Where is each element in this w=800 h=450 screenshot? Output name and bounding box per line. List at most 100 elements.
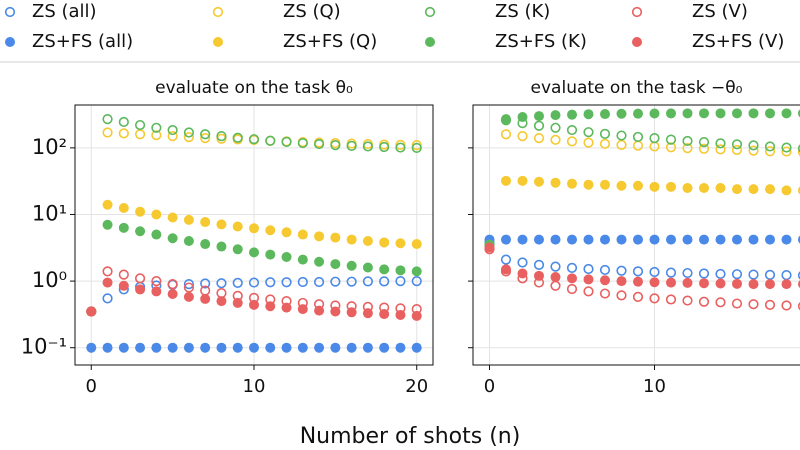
filled-marker [330,342,341,353]
x-tick-label: 0 [484,376,495,397]
filled-marker [395,342,406,353]
open-marker [748,269,759,280]
open-marker [395,142,406,153]
filled-marker [534,234,544,245]
filled-marker [395,238,406,249]
open-marker [599,264,611,276]
open-marker [682,135,693,147]
open-marker [200,129,211,140]
filled-marker [118,280,129,291]
filled-marker [649,181,660,192]
filled-marker [86,306,97,317]
filled-marker [517,268,528,279]
filled-marker [232,244,243,255]
filled-marker [314,256,325,267]
filled-marker [135,206,146,217]
open-marker [330,276,341,287]
filled-marker [183,214,194,225]
open-marker [632,266,644,277]
filled-marker [583,234,594,245]
panel [473,105,800,365]
filled-marker [297,342,308,353]
x-tick-label: 10 [643,376,666,397]
open-marker [550,261,561,272]
filled-marker [567,273,577,284]
filled-marker [362,342,373,353]
filled-marker [151,229,162,240]
filled-marker [216,241,227,252]
open-marker [281,136,292,147]
open-marker [748,299,759,310]
open-marker [715,268,726,280]
filled-marker [346,307,357,318]
axes-frame [472,104,800,366]
open-marker [715,138,726,149]
filled-marker [118,203,129,214]
filled-marker [183,342,194,353]
filled-marker [616,234,627,245]
filled-marker [550,177,561,188]
filled-marker [249,223,259,234]
filled-marker [281,302,292,313]
open-marker [118,269,129,280]
open-marker [517,257,528,268]
filled-marker [748,184,759,195]
filled-marker [765,234,775,245]
filled-marker [682,277,693,288]
filled-marker [699,234,709,245]
filled-marker [583,109,594,120]
filled-marker [102,342,113,353]
open-marker [265,277,276,288]
open-marker [764,146,776,157]
open-marker [134,273,146,284]
x-tick-label: 20 [405,376,428,397]
filled-marker [715,182,726,193]
filled-marker [167,289,178,300]
filled-marker [666,277,676,288]
open-marker [583,286,594,297]
open-marker [151,122,162,133]
panel-title: evaluate on the task θ₀ [155,78,353,98]
y-tick-label: 10⁰ [32,268,67,292]
open-marker [781,270,792,281]
open-marker [102,127,113,138]
filled-marker [151,286,162,297]
filled-marker [411,239,422,250]
open-marker [748,145,759,156]
legend-label: ZS (all) [32,1,97,22]
open-marker [313,138,325,150]
legend-label: ZS (V) [692,1,748,22]
filled-marker [346,342,357,353]
open-marker [411,275,422,287]
filled-marker [715,108,726,119]
filled-marker [297,254,308,265]
filled-marker [362,308,373,319]
open-marker [232,277,243,288]
filled-marker [118,342,129,353]
filled-marker [232,342,243,353]
open-marker [183,132,195,143]
open-marker [102,114,113,125]
filled-marker [682,234,693,245]
legend-marker [213,37,223,47]
open-marker [134,129,146,140]
open-marker [649,266,660,278]
open-marker [297,137,308,149]
filled-marker [666,181,676,192]
x-tick-label: 10 [243,376,266,397]
filled-marker [666,234,676,245]
open-marker [183,127,195,138]
filled-marker [616,276,627,287]
open-marker [566,262,578,273]
filled-marker [534,176,544,187]
filled-marker [616,180,627,191]
open-marker [583,127,594,138]
filled-marker [346,260,357,271]
open-marker [297,276,308,288]
open-marker [500,129,512,140]
filled-marker [616,108,627,119]
filled-marker [102,277,113,288]
filled-marker [281,251,292,262]
open-marker [682,143,693,154]
